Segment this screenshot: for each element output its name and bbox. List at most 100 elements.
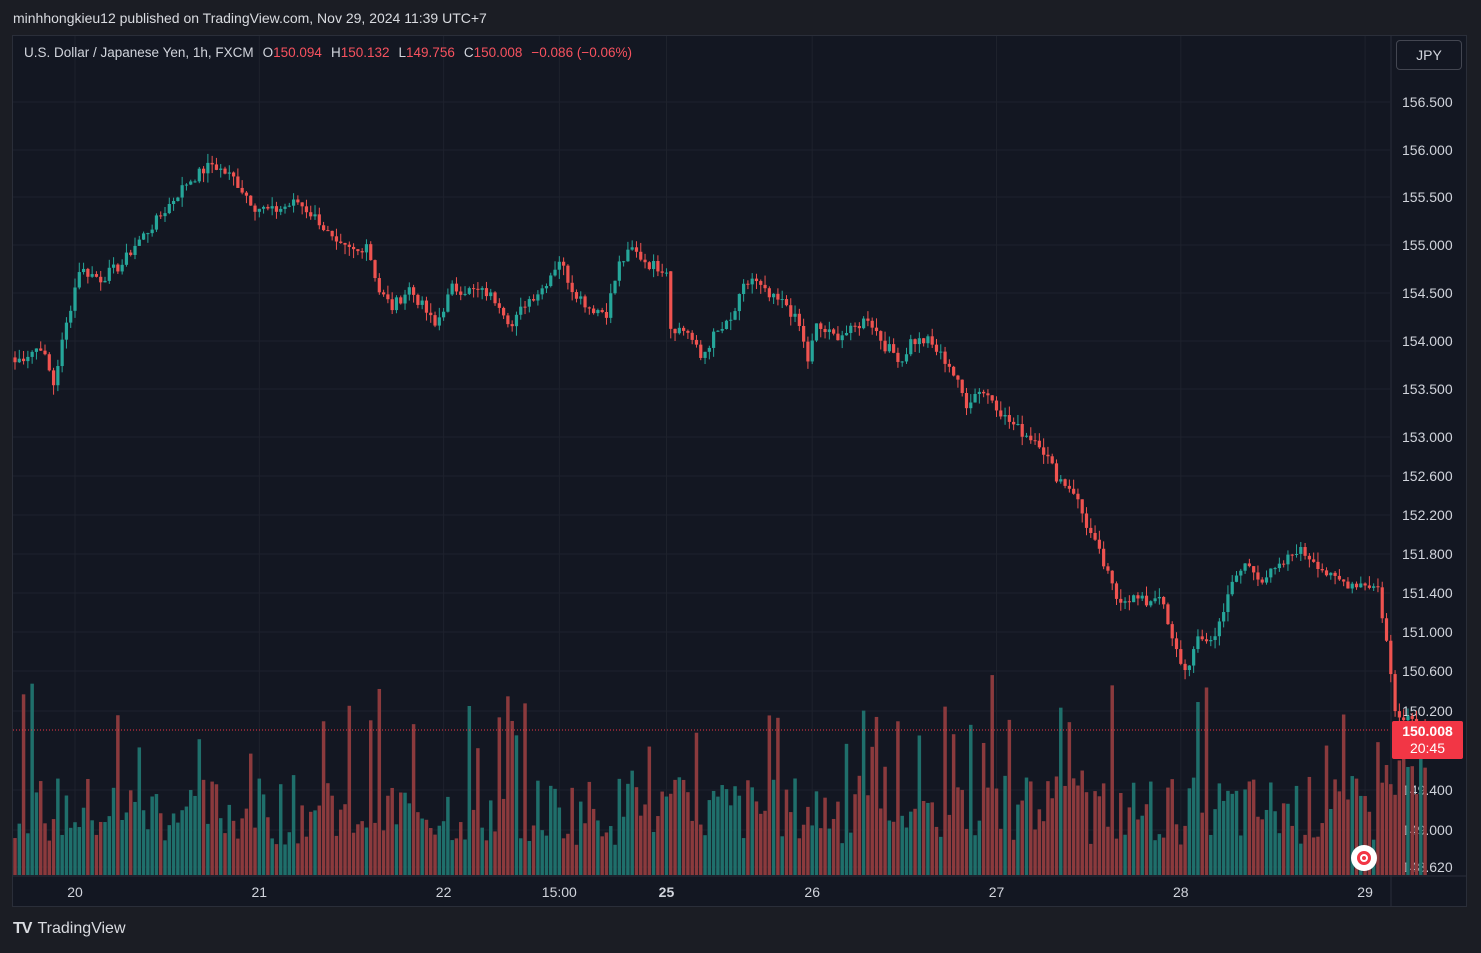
change-value: −0.086 (−0.06%) — [531, 45, 632, 60]
candle-body — [1324, 570, 1329, 576]
candle-body — [1312, 559, 1316, 562]
candle-body — [990, 395, 994, 401]
volume-bar — [1221, 800, 1226, 875]
volume-bar — [836, 801, 840, 875]
volume-bar — [1067, 722, 1072, 875]
candle-body — [1127, 601, 1131, 603]
candle-body — [669, 271, 673, 329]
volume-bar — [437, 825, 442, 875]
candle-body — [1372, 586, 1376, 588]
candle-body — [347, 244, 351, 247]
candle-body — [1059, 479, 1063, 482]
candle-body — [694, 339, 699, 345]
volume-bar — [844, 743, 849, 875]
chart-frame[interactable] — [12, 35, 1467, 907]
candle-body — [703, 351, 707, 358]
volume-bar — [1101, 783, 1106, 875]
candle-body — [369, 244, 373, 261]
volume-bar — [1290, 825, 1294, 875]
volume-bar — [381, 830, 386, 875]
volume-bar — [158, 813, 163, 875]
volume-bar — [1256, 816, 1260, 875]
y-tick-label: 155.500 — [1402, 189, 1453, 205]
volume-bar — [296, 843, 300, 875]
volume-bar — [1157, 834, 1162, 875]
candle-body — [1050, 456, 1054, 464]
candle-body — [193, 181, 197, 183]
candle-body — [326, 230, 330, 232]
volume-bar — [947, 814, 952, 875]
candle-body — [1020, 423, 1024, 437]
volume-bar — [540, 830, 544, 875]
volume-bar — [428, 828, 433, 875]
volume-bar — [1114, 838, 1119, 875]
candle-body — [99, 276, 103, 283]
candle-body — [497, 303, 501, 308]
volume-bar — [694, 732, 699, 875]
candle-body — [1012, 421, 1016, 425]
volume-bar — [1226, 790, 1230, 875]
tradingview-brand[interactable]: TV TradingView — [13, 920, 126, 938]
candle-body — [296, 199, 300, 203]
volume-bar — [711, 790, 716, 875]
volume-bar — [1131, 782, 1136, 875]
volume-bar — [326, 783, 330, 875]
volume-bar — [536, 780, 540, 875]
volume-bar — [338, 809, 343, 875]
candle-body — [870, 320, 874, 328]
candle-body — [999, 410, 1003, 417]
brand-name: TradingView — [37, 920, 126, 937]
candle-body — [146, 233, 150, 235]
volume-bar — [630, 770, 634, 875]
candle-body — [1067, 485, 1071, 489]
candle-body — [13, 357, 17, 363]
volume-bar — [840, 843, 844, 875]
candle-body — [952, 366, 956, 376]
volume-bar — [1149, 781, 1153, 875]
volume-bar — [34, 792, 39, 875]
volume-bar — [1419, 747, 1423, 875]
high-value: 150.132 — [340, 45, 390, 60]
candle-body — [1209, 640, 1213, 642]
volume-bar — [467, 705, 472, 875]
y-tick-label: 154.500 — [1402, 285, 1453, 301]
volume-bar — [1089, 843, 1093, 875]
volume-bar — [930, 802, 934, 875]
y-tick-label: 150.600 — [1402, 663, 1453, 679]
y-tick-label: 151.800 — [1402, 546, 1453, 562]
candle-body — [754, 278, 759, 282]
candle-body — [1346, 581, 1350, 589]
candle-body — [690, 332, 694, 340]
volume-bar — [1311, 837, 1316, 875]
volume-bar — [1161, 837, 1166, 875]
volume-bar — [643, 804, 647, 875]
x-tick-label: 28 — [1173, 884, 1189, 900]
candle-body — [733, 311, 737, 320]
candle-body — [793, 313, 797, 317]
volume-bar — [193, 795, 197, 875]
candle-body — [433, 315, 437, 326]
candle-body — [381, 292, 386, 295]
candle-body — [1179, 649, 1183, 664]
volume-bar — [767, 715, 772, 875]
candle-body — [1204, 639, 1209, 642]
open-label: O — [262, 45, 274, 60]
candle-body — [1024, 435, 1029, 437]
candle-body — [1333, 572, 1337, 576]
record-button[interactable] — [1351, 845, 1377, 871]
candle-body — [1174, 638, 1179, 650]
candle-body — [939, 351, 943, 353]
candle-body — [1363, 583, 1367, 586]
candle-body — [107, 267, 111, 281]
volume-bar — [583, 823, 587, 875]
candle-body — [643, 259, 647, 263]
candle-body — [587, 307, 591, 309]
volume-bar — [660, 791, 664, 875]
candle-body — [514, 314, 519, 327]
currency-button[interactable]: JPY — [1396, 40, 1462, 70]
candle-body — [767, 288, 771, 298]
volume-bar — [1239, 835, 1243, 875]
volume-bar — [574, 844, 579, 875]
candle-body — [69, 310, 73, 323]
